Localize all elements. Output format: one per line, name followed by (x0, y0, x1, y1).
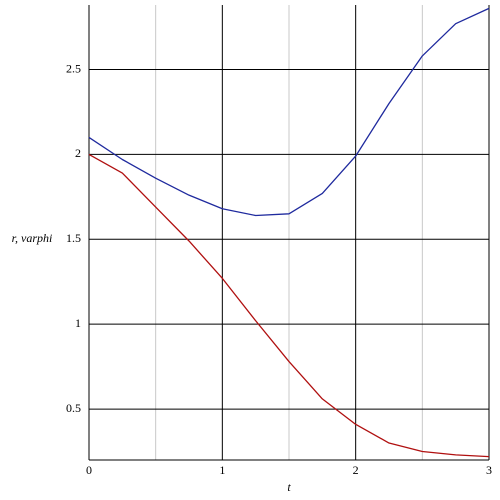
x-tick-label: 0 (86, 463, 92, 477)
x-tick-label: 1 (219, 463, 225, 477)
y-tick-label: 1 (75, 316, 81, 330)
x-tick-label: 3 (486, 463, 492, 477)
y-tick-label: 2 (75, 146, 81, 160)
y-tick-label: 0.5 (66, 401, 81, 415)
data-line (88, 7, 490, 217)
data-line (88, 153, 490, 458)
x-axis-label: t (287, 480, 291, 494)
x-tick-label: 2 (353, 463, 359, 477)
y-tick-label: 2.5 (66, 61, 81, 75)
y-tick-label: 1.5 (66, 231, 81, 245)
y-axis-label: r, varphi (12, 231, 53, 245)
